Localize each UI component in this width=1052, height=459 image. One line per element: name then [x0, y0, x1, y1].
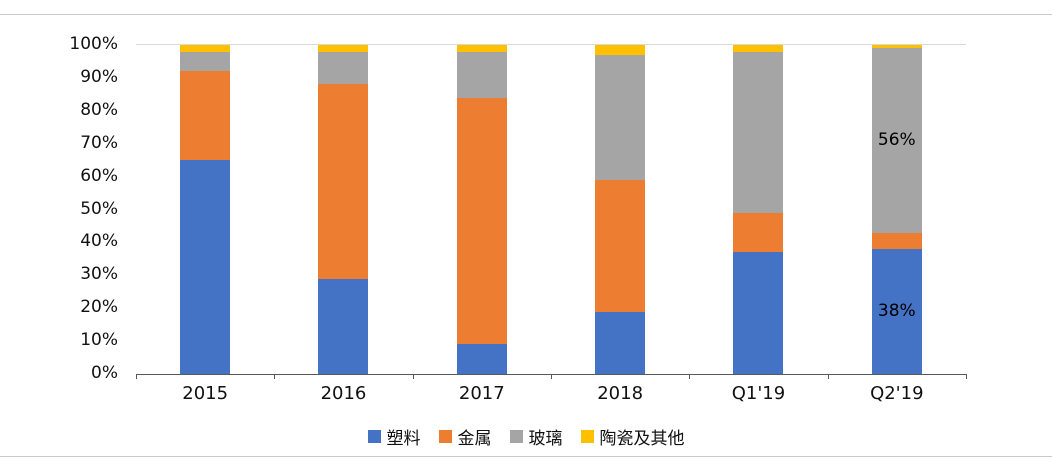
data-label: 56% [877, 130, 916, 151]
x-axis-ticks [136, 374, 967, 380]
legend-item: 陶瓷及其他 [580, 424, 685, 449]
bar-column: 38% 56% [828, 45, 966, 374]
stacked-bar [595, 45, 646, 374]
x-tick-mark [274, 374, 276, 379]
y-tick-label: 80% [80, 99, 118, 120]
legend-label: 玻璃 [528, 429, 563, 449]
y-tick-label: 90% [80, 66, 118, 87]
bar-segment [595, 311, 646, 374]
x-tick-mark [136, 374, 137, 379]
bar-segment [733, 252, 784, 374]
x-tick-label: 2018 [597, 383, 644, 404]
x-tick-label: 2016 [320, 383, 367, 404]
y-tick-label: 50% [80, 198, 118, 219]
y-tick-label: 70% [80, 132, 118, 153]
bar-segment [318, 278, 369, 374]
bar-segment [595, 54, 646, 180]
x-tick-mark [966, 374, 967, 379]
bar-column [413, 45, 551, 374]
legend-item: 金属 [438, 424, 492, 449]
bar-segment [456, 45, 507, 52]
bar-segment: 38% [871, 248, 922, 374]
plot-area: 38% 56% [136, 44, 966, 375]
bar-segment [595, 45, 646, 55]
y-tick-label: 100% [69, 34, 118, 54]
y-tick-label: 60% [80, 165, 118, 186]
bar-segment [456, 97, 507, 345]
legend-item: 塑料 [367, 424, 421, 449]
data-label: 38% [877, 301, 916, 322]
legend-item: 玻璃 [509, 424, 563, 449]
x-axis-labels: 2015 2016 2017 2018 Q1'19 Q2'19 [136, 383, 966, 404]
bar-column [136, 45, 274, 374]
legend-swatch [367, 430, 381, 443]
stacked-bar [318, 45, 369, 374]
bar-segment: 56% [871, 48, 922, 233]
legend-label: 陶瓷及其他 [599, 429, 685, 449]
bar-segment [733, 51, 784, 213]
x-tick-mark [827, 374, 829, 379]
top-divider [0, 14, 1052, 15]
x-tick-label: Q2'19 [870, 383, 924, 404]
bottom-divider [0, 456, 1052, 457]
bar-segment [456, 51, 507, 98]
bar-segment [871, 232, 922, 249]
bar-segment [456, 344, 507, 374]
y-tick-label: 20% [80, 297, 118, 318]
stacked-bar [733, 45, 784, 374]
legend-swatch [509, 430, 523, 443]
legend-label: 塑料 [386, 429, 421, 449]
stacked-bar: 38% 56% [871, 45, 922, 374]
x-tick-label: Q1'19 [731, 383, 786, 404]
bar-segment [733, 45, 784, 52]
stacked-bar [456, 45, 507, 374]
legend-label: 金属 [457, 429, 492, 449]
y-tick-label: 40% [80, 231, 118, 252]
x-tick-label: 2017 [458, 383, 505, 404]
bar-column [689, 45, 827, 374]
x-tick-label: 2015 [182, 383, 229, 404]
x-tick-mark [689, 374, 691, 379]
bar-segment [180, 71, 231, 161]
bar-segment [871, 45, 922, 49]
bar-column [551, 45, 689, 374]
stacked-bar [180, 45, 231, 374]
y-tick-label: 10% [80, 330, 118, 351]
legend-swatch [438, 430, 452, 443]
legend: 塑料 金属 玻璃 陶瓷及其他 [0, 424, 1052, 449]
bar-column [274, 45, 412, 374]
y-tick-label: 30% [80, 264, 118, 285]
y-tick-label: 0% [91, 363, 118, 383]
bar-segment [180, 45, 231, 52]
legend-swatch [580, 430, 594, 443]
bar-segment [180, 160, 231, 374]
bar-segment [180, 51, 231, 72]
bar-segment [733, 212, 784, 253]
bar-segment [595, 179, 646, 312]
bar-segment [318, 51, 369, 85]
x-tick-mark [412, 374, 414, 379]
bar-segment [318, 84, 369, 279]
x-tick-mark [551, 374, 552, 379]
y-axis: 0% 10% 20% 30% 40% 50% 60% 70% 80% 90% 100% [0, 0, 118, 400]
bar-segment [318, 45, 369, 52]
